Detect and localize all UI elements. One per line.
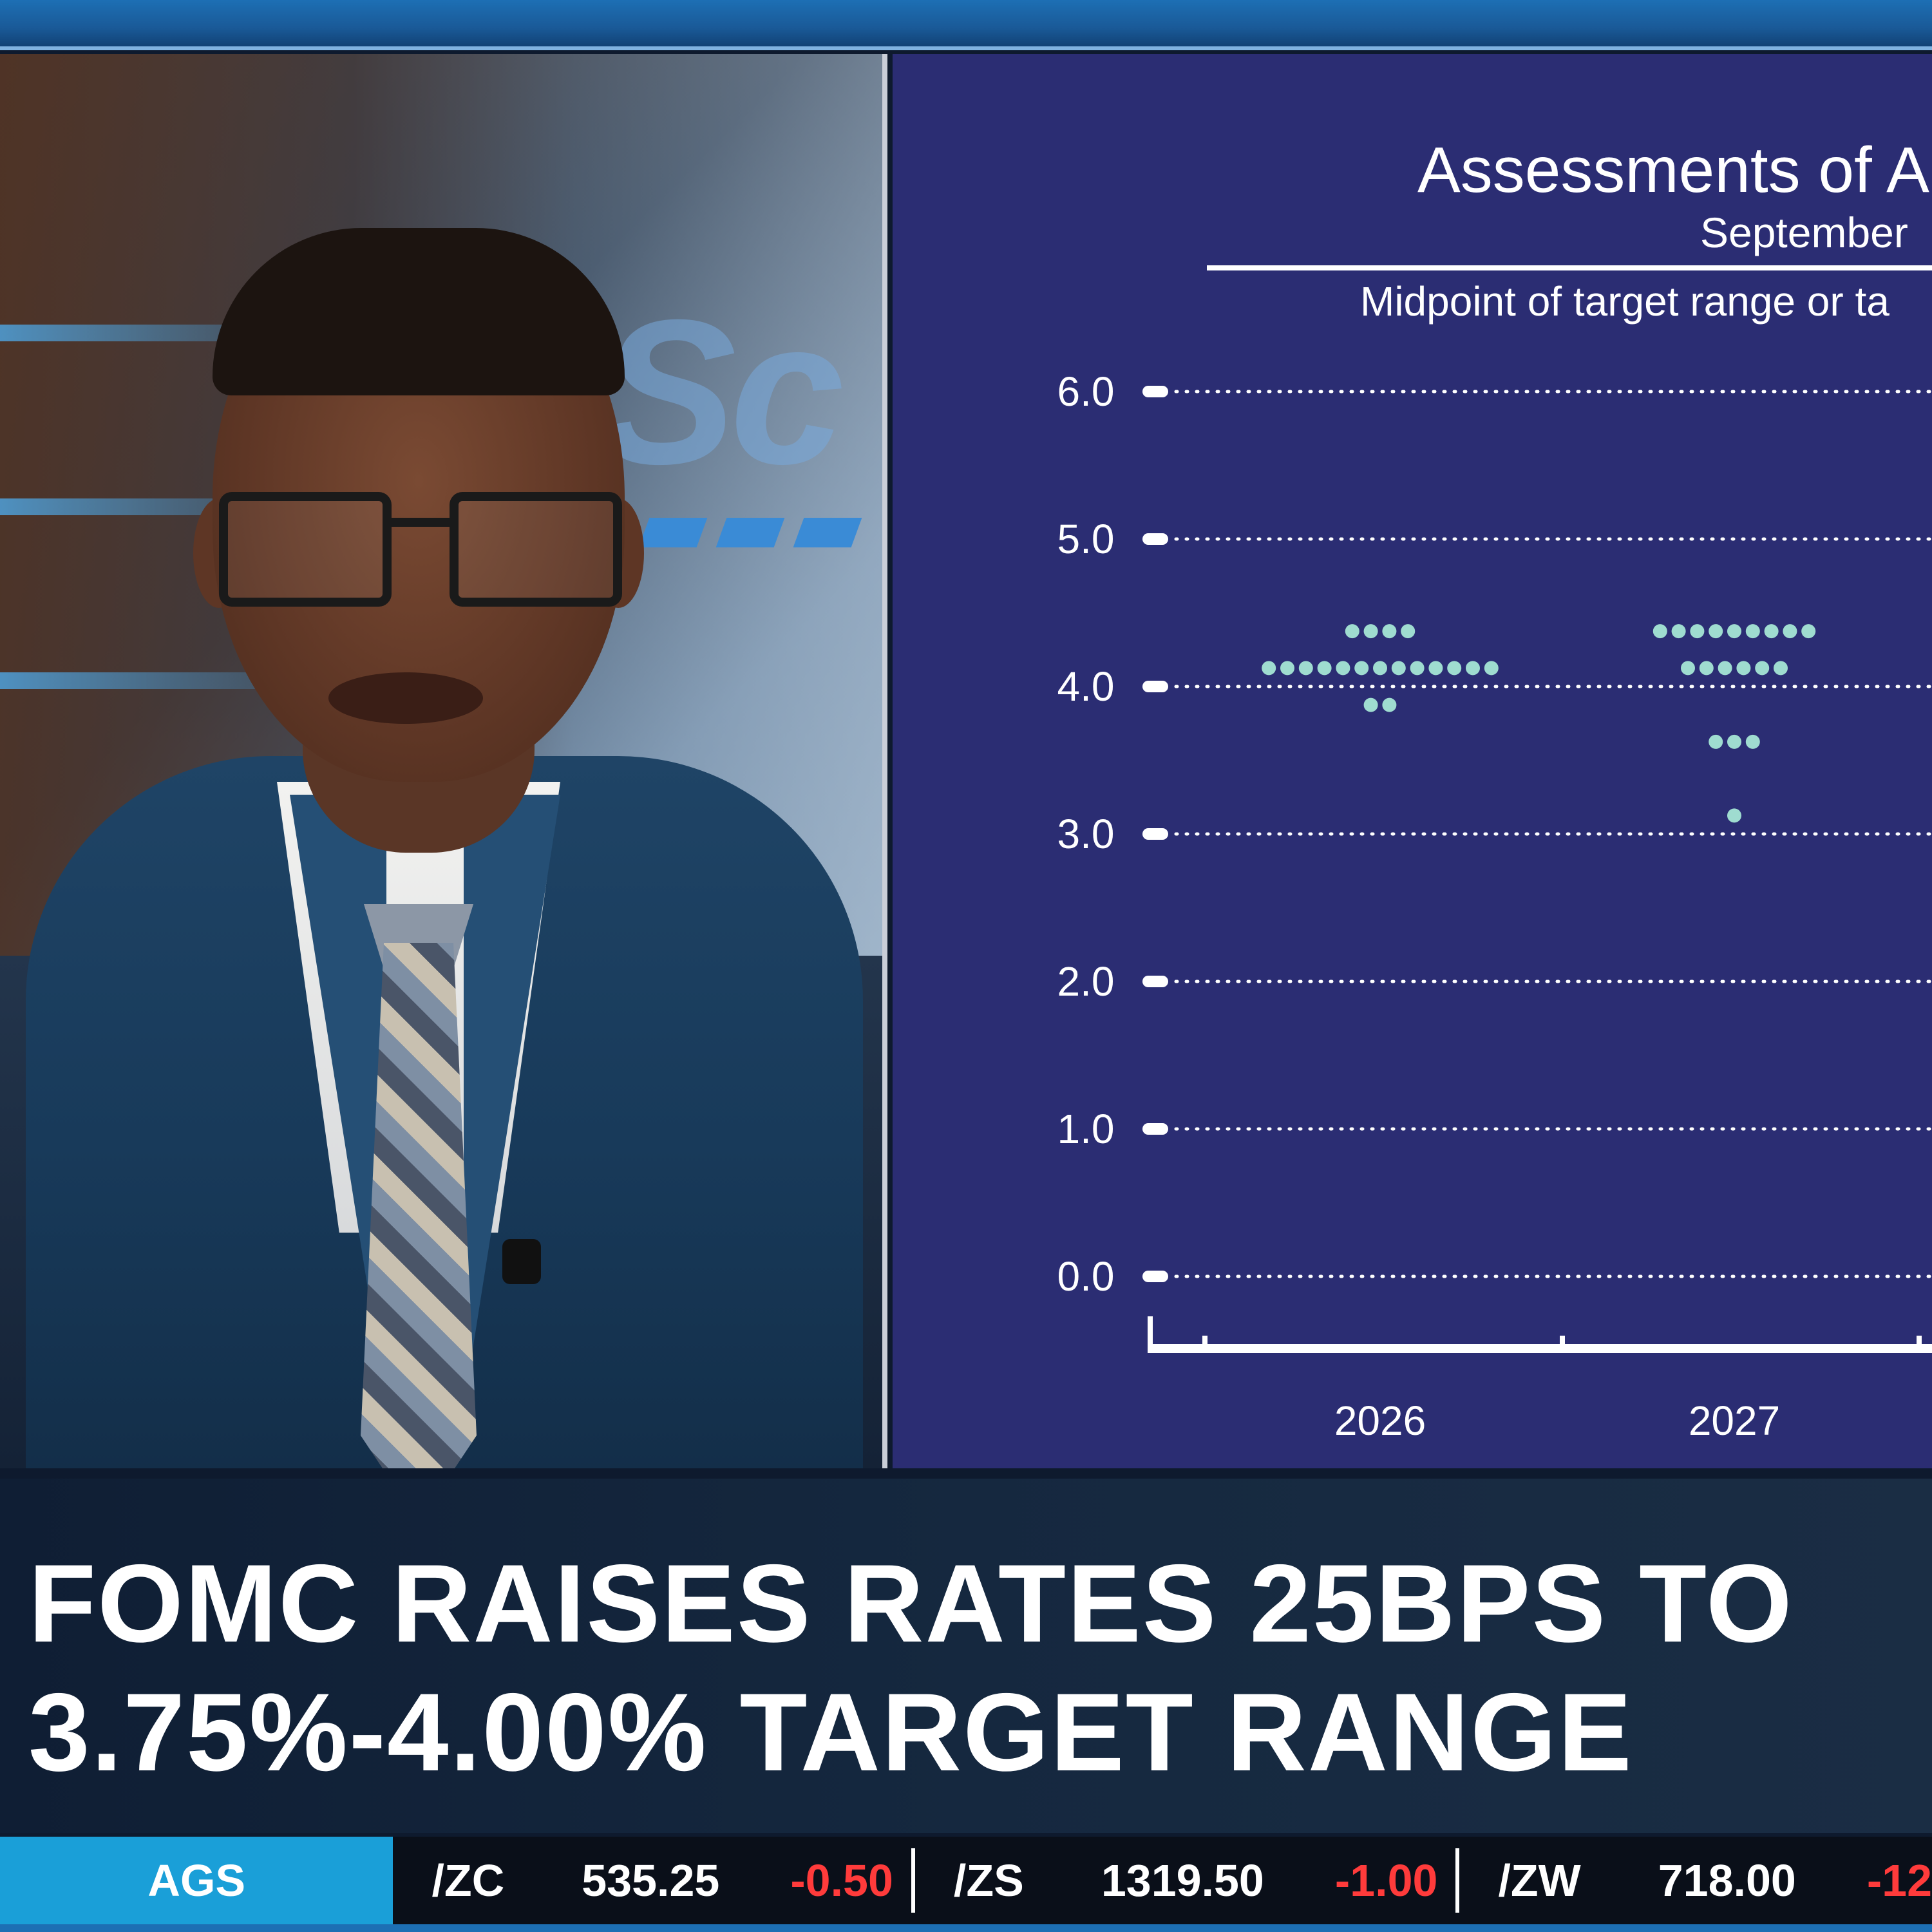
dot-point	[1783, 624, 1797, 639]
axis-note: Midpoint of target range or ta	[1360, 278, 1889, 325]
y-tick-marker	[1142, 533, 1168, 545]
y-tick-marker	[1142, 1123, 1168, 1135]
ticker-change: -12	[1866, 1855, 1932, 1906]
dot-point	[1745, 734, 1760, 749]
top-band	[0, 0, 1932, 50]
dot-point	[1336, 661, 1350, 676]
ticker-price: 718.00	[1658, 1855, 1796, 1906]
glasses	[219, 492, 622, 621]
dot-point	[1382, 697, 1397, 712]
ticker-symbol: /ZC	[431, 1855, 505, 1906]
y-tick-label: 2.0	[1057, 958, 1115, 1005]
x-tick-label: 2027	[1689, 1397, 1780, 1444]
y-tick-marker	[1142, 1271, 1168, 1282]
dot-point	[1764, 624, 1779, 639]
ticker-category-label: AGS	[0, 1837, 393, 1924]
lower-third	[0, 1479, 1932, 1833]
ticker-symbol: /ZS	[953, 1855, 1024, 1906]
headline-line-1: FOMC RAISES RATES 25BPS TO	[28, 1542, 1794, 1665]
lapel-left	[161, 795, 386, 1406]
ticker-item: /ZS 1319.50 -1.00	[915, 1837, 1460, 1924]
dot-point	[1755, 661, 1770, 676]
dot-point	[1317, 661, 1332, 676]
ticker-separator	[911, 1848, 915, 1913]
dot-point	[1736, 661, 1751, 676]
dot-point	[1718, 661, 1732, 676]
ticker-change: -1.00	[1334, 1855, 1438, 1906]
dot-point	[1298, 661, 1313, 676]
chart-grid: 6.0 5.0 4.0 3.0 2.0 1.0 0.0	[1057, 368, 1932, 1300]
ticker-item: /ZW 718.00 -12	[1459, 1837, 1932, 1924]
y-tick-label: 5.0	[1057, 516, 1115, 562]
mouth	[328, 672, 483, 724]
bottom-band	[0, 1924, 1932, 1932]
dot-point	[1699, 661, 1714, 676]
tie	[361, 943, 477, 1468]
market-ticker: AGS /ZC 535.25 -0.50/ZS 1319.50 -1.00/ZW 718.…	[0, 1837, 1932, 1924]
dot-point	[1727, 808, 1741, 823]
ticker-price: 1319.50	[1101, 1855, 1264, 1906]
headline: FOMC RAISES RATES 25BPS TO 3.75%-4.00% T…	[28, 1539, 1896, 1797]
dot-point	[1262, 661, 1276, 676]
dot-point	[1428, 661, 1443, 676]
dot-point	[1801, 624, 1816, 639]
chart-subtitle: September	[1700, 209, 1908, 256]
chart-dots	[1262, 624, 1816, 823]
dot-point	[1373, 661, 1387, 676]
presenter-video: Sc	[0, 54, 887, 1468]
chart-x-axis: 2026 2027	[1148, 1316, 1932, 1444]
ticker-change: -0.50	[790, 1855, 893, 1906]
dot-point	[1363, 697, 1378, 712]
y-tick-label: 1.0	[1057, 1106, 1115, 1152]
dot-point	[1709, 734, 1723, 749]
y-tick-marker	[1142, 976, 1168, 987]
y-tick-label: 4.0	[1057, 663, 1115, 710]
presenter	[0, 54, 882, 1468]
dot-point	[1382, 624, 1397, 639]
dot-point	[1745, 624, 1760, 639]
dot-point	[1354, 661, 1369, 676]
y-tick-label: 6.0	[1057, 368, 1115, 415]
dot-point	[1709, 624, 1723, 639]
dot-point	[1484, 661, 1499, 676]
dot-plot-chart: Assessments of A September Midpoint of t…	[893, 54, 1932, 1468]
dot-point	[1391, 661, 1406, 676]
title-rule	[1207, 265, 1932, 270]
y-tick-marker	[1142, 828, 1168, 840]
ticker-symbol: /ZW	[1498, 1855, 1581, 1906]
dot-point	[1671, 624, 1686, 639]
y-tick-marker	[1142, 681, 1168, 692]
hair	[213, 228, 625, 395]
dot-point	[1401, 624, 1416, 639]
ticker-price: 535.25	[582, 1855, 720, 1906]
dot-point	[1774, 661, 1788, 676]
y-tick-label: 0.0	[1057, 1253, 1115, 1300]
headline-line-2: 3.75%-4.00% TARGET RANGE	[28, 1671, 1633, 1794]
y-tick-label: 3.0	[1057, 811, 1115, 857]
dot-point	[1410, 661, 1425, 676]
lapel-right	[464, 795, 689, 1406]
dot-point	[1727, 734, 1741, 749]
dot-point	[1280, 661, 1294, 676]
dot-point	[1363, 624, 1378, 639]
dot-point	[1447, 661, 1462, 676]
studio-logo: Sc	[599, 276, 844, 507]
chart-title: Assessments of A	[1417, 134, 1929, 206]
dot-point	[1345, 624, 1359, 639]
ticker-item: /ZC 535.25 -0.50	[393, 1837, 915, 1924]
dot-point	[1690, 624, 1705, 639]
dot-point	[1466, 661, 1480, 676]
ticker-items: /ZC 535.25 -0.50/ZS 1319.50 -1.00/ZW 718.00 -1…	[393, 1837, 1932, 1924]
lapel-microphone	[502, 1239, 541, 1284]
y-tick-marker	[1142, 386, 1168, 397]
x-tick-label: 2026	[1334, 1397, 1426, 1444]
dot-point	[1681, 661, 1695, 676]
chart-svg: Assessments of A September Midpoint of t…	[1057, 134, 1932, 1444]
ticker-separator	[1455, 1848, 1460, 1913]
dot-point	[1727, 624, 1741, 639]
dot-point	[1653, 624, 1667, 639]
